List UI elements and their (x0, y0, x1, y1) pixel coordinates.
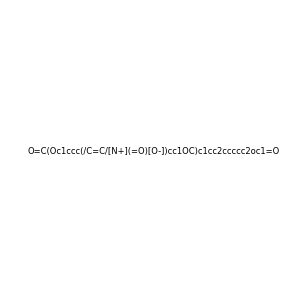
Text: O=C(Oc1ccc(/C=C/[N+](=O)[O-])cc1OC)c1cc2ccccc2oc1=O: O=C(Oc1ccc(/C=C/[N+](=O)[O-])cc1OC)c1cc2… (28, 147, 280, 156)
